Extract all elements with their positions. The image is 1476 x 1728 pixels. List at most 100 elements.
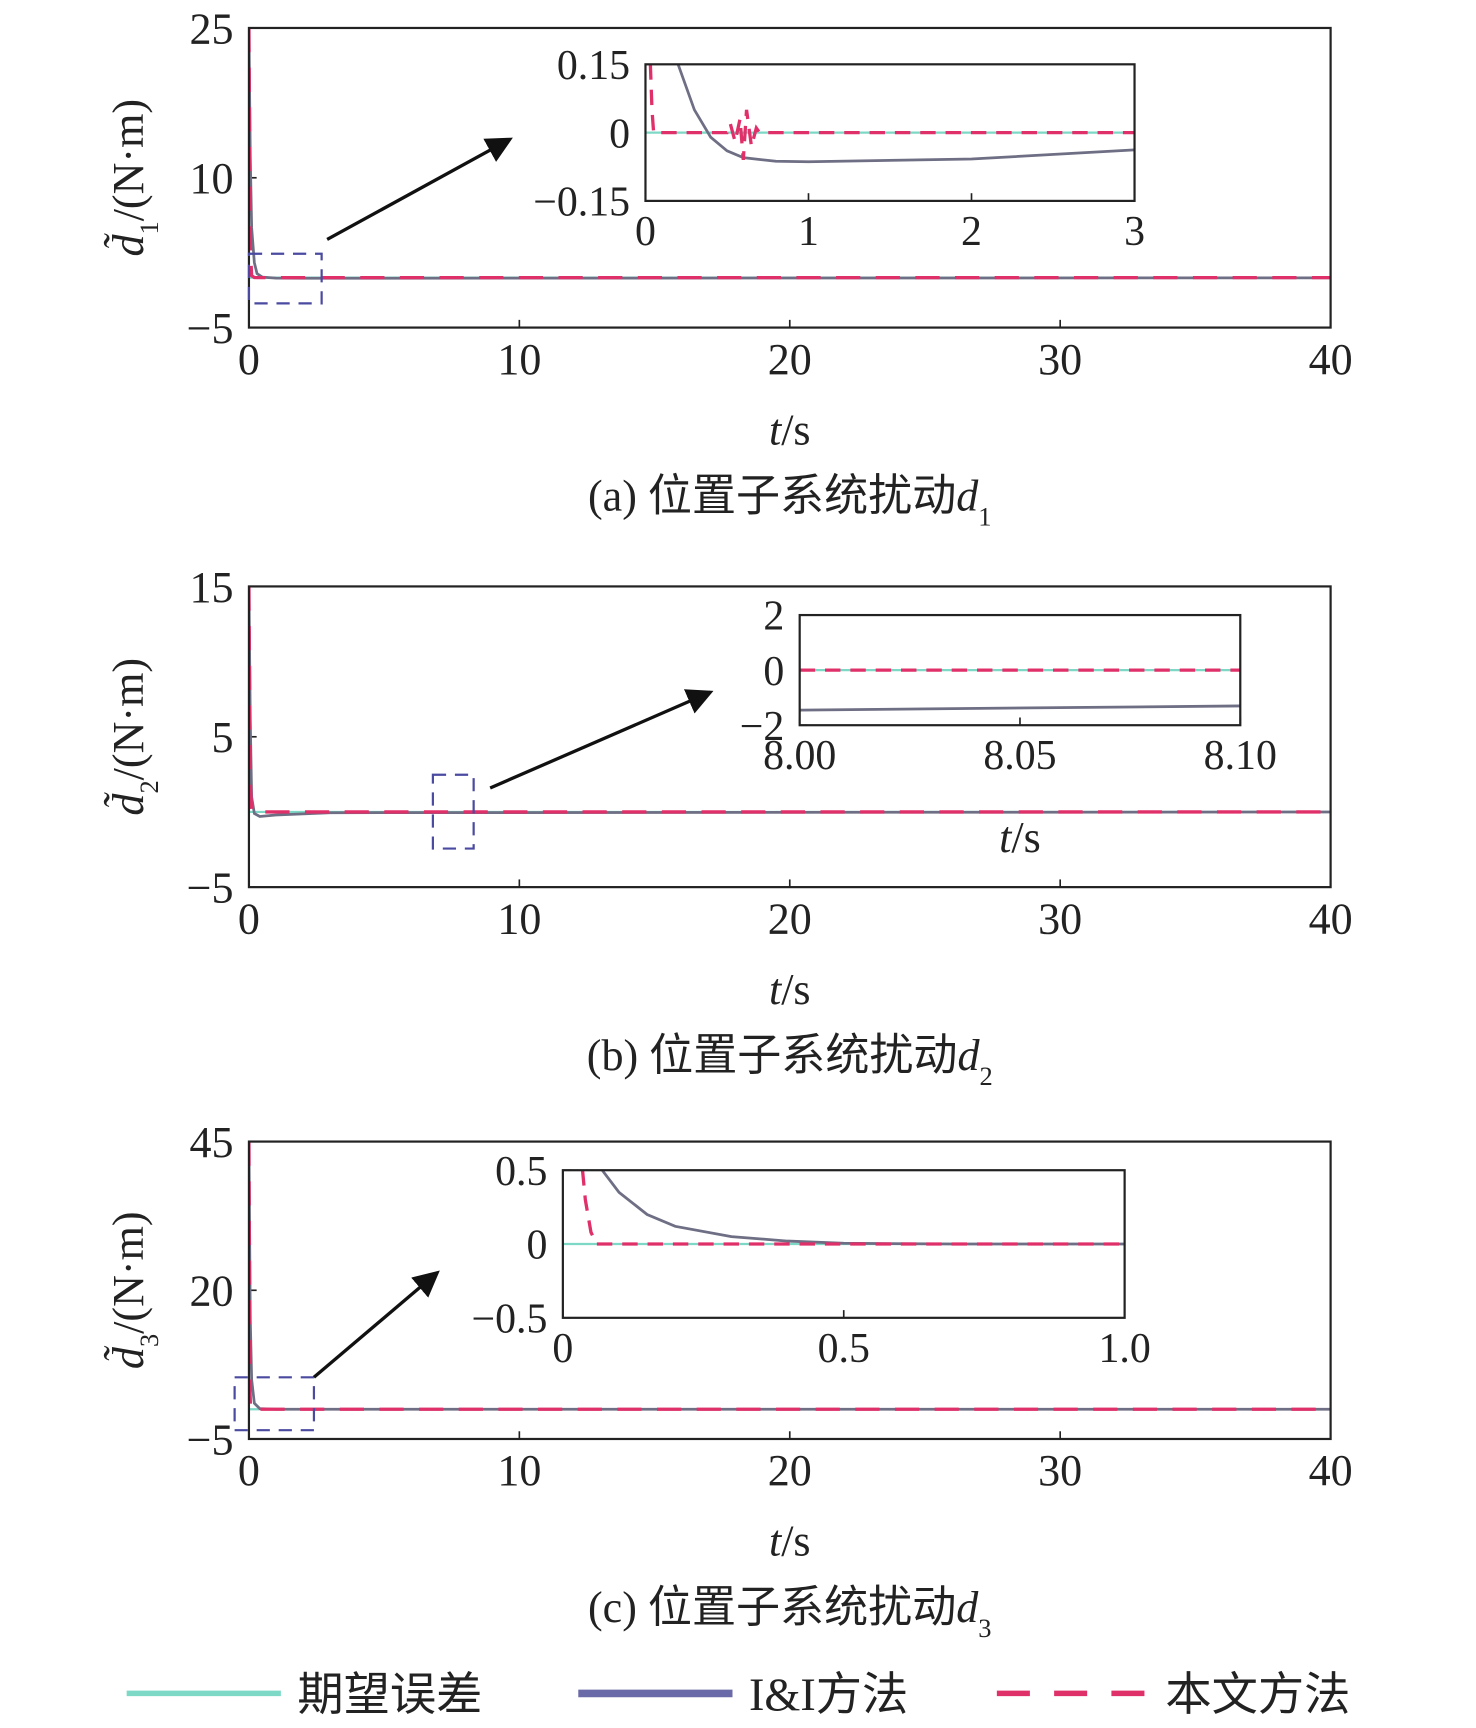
x-tick-label: 1 <box>798 209 819 255</box>
y-tick-label: −5 <box>187 1415 234 1464</box>
x-tick-label: 8.05 <box>983 733 1056 779</box>
x-tick-label: 40 <box>1309 894 1353 943</box>
label-part: /s <box>781 965 810 1014</box>
plot-lines <box>248 27 1331 280</box>
y-tick-label: 5 <box>211 713 233 762</box>
label-part: /s <box>1011 813 1040 862</box>
y-tick-label: 0 <box>527 1223 548 1269</box>
y-tick-label: 0 <box>609 111 630 157</box>
label-part: d <box>957 1031 980 1080</box>
y-tick-label: −0.15 <box>533 180 630 226</box>
x-tick-label: 3 <box>1124 209 1145 255</box>
x-tick-label: 10 <box>497 1446 541 1495</box>
x-tick-label: 0 <box>238 335 260 384</box>
label-part: t <box>769 965 783 1014</box>
legend-label: 本文方法 <box>1165 1670 1350 1721</box>
y-axis-label: d̃3/(N·m) <box>104 1211 164 1369</box>
series-line <box>648 64 1135 161</box>
x-tick-label: 10 <box>497 335 541 384</box>
label-part: 3 <box>978 1613 991 1643</box>
legend-label: I&I方法 <box>749 1670 908 1721</box>
series-line <box>799 704 1241 712</box>
zoom-box <box>247 252 323 305</box>
label-part: d <box>956 1583 979 1632</box>
x-tick-label: 30 <box>1038 1446 1082 1495</box>
inset-frame <box>798 613 1242 727</box>
subplot-title: (b) 位置子系统扰动d2 <box>587 1031 993 1091</box>
label-part: d <box>956 471 979 520</box>
plot-frame <box>247 1140 1332 1441</box>
x-tick-label: 30 <box>1038 335 1082 384</box>
y-tick-label: 15 <box>189 563 233 612</box>
inset-frame <box>561 1169 1126 1319</box>
x-tick-label: 0 <box>238 1446 260 1495</box>
label-part: 1 <box>978 501 991 531</box>
y-tick-label: −5 <box>187 304 234 353</box>
label-part: (b) 位置子系统扰动 <box>587 1031 958 1080</box>
label-part: d̃ <box>104 233 153 257</box>
x-tick-label: 30 <box>1038 894 1082 943</box>
label-part: 2 <box>134 780 164 793</box>
label-part: /s <box>781 405 810 454</box>
y-tick-label: 25 <box>189 4 233 53</box>
y-tick-label: 10 <box>189 154 233 203</box>
zoom-arrow <box>312 1270 440 1379</box>
subplot-title: (c) 位置子系统扰动d3 <box>588 1583 991 1643</box>
x-tick-label: 8.00 <box>763 733 836 779</box>
subplot-title: (a) 位置子系统扰动d1 <box>588 471 991 531</box>
label-part: t <box>999 813 1013 862</box>
inset-frame <box>644 63 1136 203</box>
x-tick-label: 8.10 <box>1204 733 1277 779</box>
x-tick-label: 1.0 <box>1098 1326 1150 1372</box>
label-part: t <box>769 1517 783 1566</box>
x-tick-label: 20 <box>768 335 812 384</box>
plot-frame <box>247 585 1332 889</box>
inset-lines <box>799 668 1241 712</box>
label-part: 3 <box>134 1334 164 1347</box>
x-axis-label: t/s <box>769 965 811 1014</box>
label-part: d̃ <box>104 792 153 816</box>
y-tick-label: 0.15 <box>557 43 630 89</box>
zoom-arrow <box>489 689 714 790</box>
label-part: /(N·m) <box>104 99 153 221</box>
label-part: 1 <box>134 221 164 234</box>
y-axis-label: d̃1/(N·m) <box>104 99 164 257</box>
x-tick-label: 20 <box>768 1446 812 1495</box>
inset-x-axis-label: t/s <box>999 813 1041 862</box>
x-tick-label: 10 <box>497 894 541 943</box>
y-tick-label: 2 <box>763 594 784 640</box>
label-part: /(N·m) <box>104 1211 153 1333</box>
label-part: d̃ <box>104 1345 153 1369</box>
y-tick-label: 45 <box>189 1118 233 1167</box>
label-part: t <box>769 405 783 454</box>
series-line <box>248 27 1331 280</box>
series-line <box>601 1170 1125 1246</box>
label-part: 2 <box>980 1061 993 1091</box>
zoom-arrow <box>326 137 513 241</box>
label-part: /s <box>781 1517 810 1566</box>
y-axis-label: d̃2/(N·m) <box>104 658 164 816</box>
label-part: (c) 位置子系统扰动 <box>588 1583 956 1632</box>
y-tick-label: −0.5 <box>472 1296 548 1342</box>
x-tick-label: 20 <box>768 894 812 943</box>
zoom-box <box>431 773 475 850</box>
legend-label: 期望误差 <box>297 1670 482 1721</box>
x-tick-label: 0 <box>552 1326 573 1372</box>
y-tick-label: 20 <box>189 1267 233 1316</box>
x-tick-label: 40 <box>1309 335 1353 384</box>
y-tick-label: −2 <box>740 704 785 750</box>
x-tick-label: 40 <box>1309 1446 1353 1495</box>
inset-lines <box>562 1170 1125 1246</box>
series-line <box>580 1170 1125 1246</box>
label-part: /(N·m) <box>104 658 153 780</box>
y-tick-label: −5 <box>187 864 234 913</box>
x-tick-label: 0.5 <box>818 1326 870 1372</box>
label-part: (a) 位置子系统扰动 <box>588 471 956 520</box>
x-tick-label: 0 <box>635 209 656 255</box>
x-axis-label: t/s <box>769 1517 811 1566</box>
y-tick-label: 0 <box>763 649 784 695</box>
x-tick-label: 0 <box>238 894 260 943</box>
x-axis-label: t/s <box>769 405 811 454</box>
y-tick-label: 0.5 <box>495 1149 547 1195</box>
